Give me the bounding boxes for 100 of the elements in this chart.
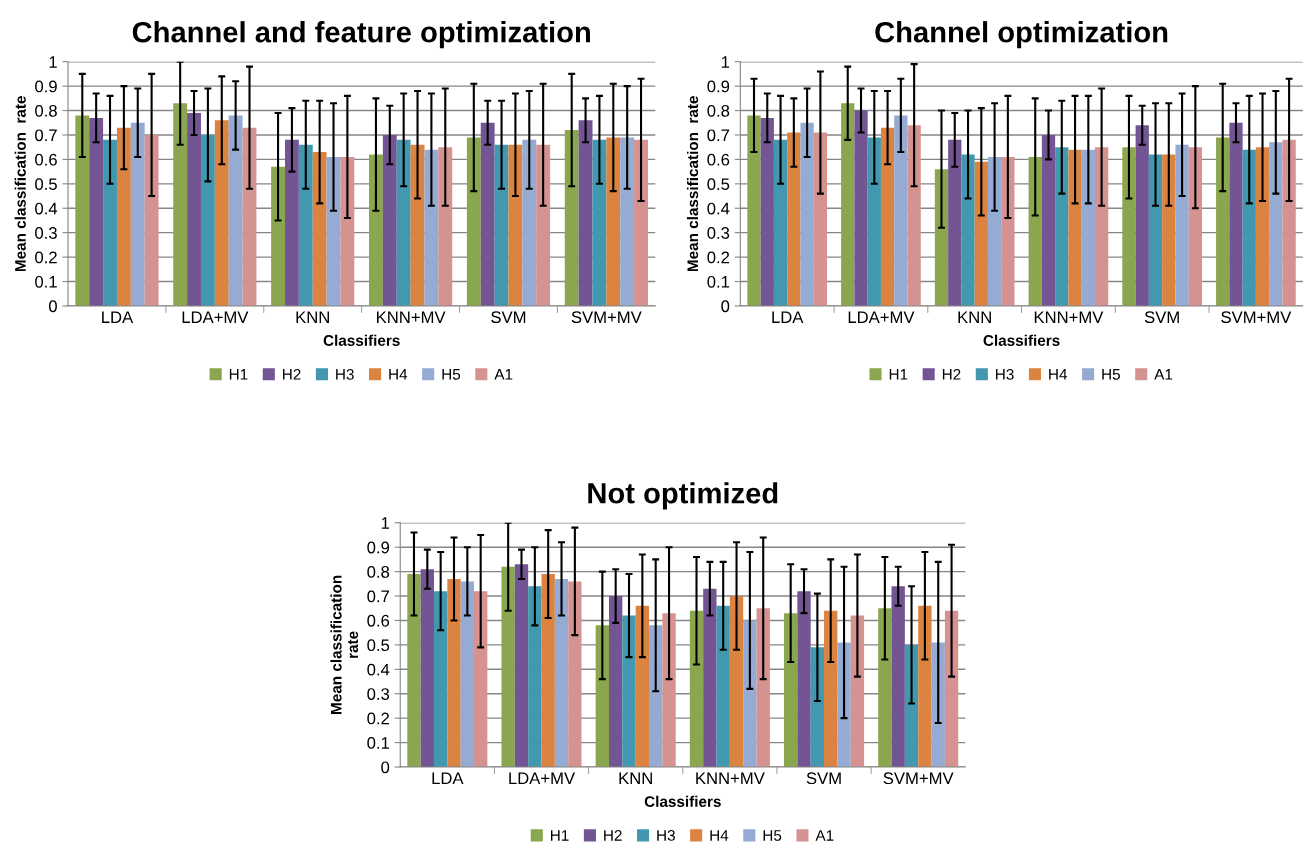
y-tick-label: 1 [721,56,730,68]
bar [340,156,355,306]
y-tick-label: 0 [381,761,390,774]
bar [797,591,811,768]
y-tick-label: 0.2 [707,251,730,264]
y-axis-title: Mean classification rate [330,575,359,714]
bar [784,613,798,768]
y-tick-label: 0.6 [35,153,57,166]
bar [271,166,285,306]
bar [536,144,551,306]
bar [756,608,770,768]
bar [433,591,448,768]
bar [716,605,730,768]
bar [1068,149,1082,306]
bar [474,591,488,768]
bar [200,134,215,306]
bar [854,110,868,306]
x-tick-label: LDA [772,311,804,323]
bar [578,120,593,306]
legend-label: H1 [229,369,248,380]
bar [773,139,788,306]
bar [880,127,895,306]
legend-label: H5 [442,369,461,380]
bar [103,139,117,306]
y-tick-label: 0 [721,300,730,313]
x-tick-label: SVM [806,772,841,785]
y-tick-label: 0.5 [707,178,730,191]
legend-label: A1 [1154,369,1173,380]
legend-label: H4 [710,830,729,841]
y-tick-label: 1 [381,517,390,529]
bar [918,605,932,768]
bar [541,574,555,768]
bar [837,642,851,768]
bar [522,139,537,306]
legend-label: A1 [815,830,834,841]
y-tick-label: 0.9 [707,80,730,93]
y-tick-label: 0.1 [35,275,57,288]
y-tick-label: 0.2 [35,251,57,264]
bar [894,115,908,306]
y-tick-label: 0.3 [707,227,730,239]
y-tick-label: 0.2 [367,712,389,725]
bar [564,130,579,306]
bar [1269,142,1283,306]
bar [460,581,475,768]
y-tick-label: 0.5 [35,178,57,191]
chart-title: Not optimized [588,482,778,510]
bar [508,144,523,306]
bar [606,137,621,306]
y-tick-label: 0.1 [367,736,390,749]
y-tick-label: 0.7 [35,129,57,142]
x-tick-label: LDA [102,311,134,323]
y-tick-label: 1 [49,56,57,68]
bar [284,139,299,306]
bar [622,615,636,768]
bar [1001,156,1015,306]
bar [810,647,825,768]
bar [931,642,945,768]
bar [396,139,411,306]
bar [760,117,774,306]
bar [480,122,495,306]
x-tick-label: SVM+MV [571,311,642,324]
bar [130,122,145,306]
bar [635,605,650,768]
bar [800,122,814,306]
bar [1028,156,1042,306]
bar [891,586,905,768]
x-tick-label: KNN [958,311,991,323]
bar [382,134,397,306]
y-tick-label: 0.6 [707,153,730,166]
bar [494,144,509,306]
bar [747,115,761,306]
y-tick-label: 0.1 [707,275,730,288]
bar [1094,147,1109,306]
y-tick-label: 0.3 [35,227,57,239]
y-tick-label: 0.8 [707,104,730,117]
bar [987,156,1002,306]
legend-label: H5 [1102,369,1120,380]
bar [813,132,828,306]
bar [595,625,609,768]
chart-title: Channel optimization [875,21,1168,49]
x-axis-title: Classifiers [323,334,400,346]
y-axis-title: Mean classification rate [686,96,699,272]
y-axis-title: Mean classification rate [14,96,26,272]
bar [554,578,569,768]
bar [824,610,838,768]
bar [75,115,90,306]
bar [703,588,717,768]
bar [420,569,434,768]
bar [1229,122,1243,306]
x-tick-label: LDA+MV [848,311,915,323]
bar [1242,149,1256,306]
chart-title: Channel and feature optimization [132,21,590,49]
x-axis-title: Classifiers [644,795,721,807]
y-tick-label: 0.4 [35,202,58,215]
legend-label: H1 [889,369,908,380]
bar [228,115,243,306]
x-tick-label: KNN [296,311,329,323]
bar [116,127,131,306]
bar [501,566,515,768]
x-tick-label: KNN+MV [377,311,446,323]
